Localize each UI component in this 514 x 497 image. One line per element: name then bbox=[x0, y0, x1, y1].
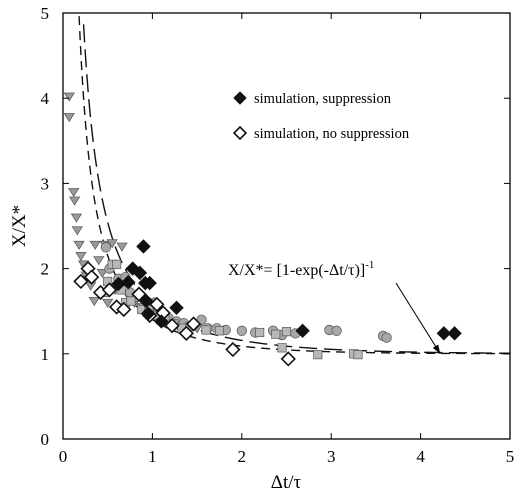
legend: simulation, suppression simulation, no s… bbox=[232, 91, 410, 142]
y-axis-title: X/X* bbox=[9, 205, 30, 247]
x-tick-label: 5 bbox=[506, 447, 514, 466]
formula-arrowhead bbox=[432, 344, 441, 354]
y-tick-label: 4 bbox=[41, 89, 50, 108]
x-tick-label: 4 bbox=[416, 447, 425, 466]
data-point-diamond-open bbox=[178, 325, 195, 341]
data-point-square bbox=[353, 350, 363, 360]
data-point-circle bbox=[236, 325, 247, 336]
data-point-diamond-filled bbox=[121, 275, 136, 290]
data-point-diamond-open bbox=[280, 351, 296, 367]
data-point-triangle-down bbox=[89, 240, 101, 250]
data-point-diamond-filled bbox=[436, 326, 452, 341]
plot-frame bbox=[62, 12, 511, 440]
data-point-diamond-open bbox=[185, 316, 202, 332]
data-point-diamond-filled bbox=[169, 300, 184, 315]
data-point-square bbox=[201, 325, 211, 335]
y-tick-label: 1 bbox=[41, 345, 50, 364]
data-point-diamond-filled bbox=[154, 314, 169, 329]
data-point-triangle-down bbox=[75, 251, 87, 261]
x-tick-label: 1 bbox=[148, 447, 157, 466]
legend-marker-suppression bbox=[233, 91, 247, 105]
data-point-circle bbox=[100, 242, 112, 253]
formula-text: X/X*= [1-exp(-Δt/τ)]-1 bbox=[228, 259, 374, 279]
data-point-square bbox=[214, 326, 224, 336]
x-tick-label: 0 bbox=[59, 447, 68, 466]
y-tick-label: 5 bbox=[41, 4, 50, 23]
data-point-circle bbox=[331, 325, 342, 336]
formula-exponent: -1 bbox=[365, 259, 374, 271]
data-point-square bbox=[255, 327, 265, 338]
data-point-triangle-down bbox=[63, 113, 75, 123]
axis-ticks: 0 1 2 3 4 5 0 1 2 3 4 5 bbox=[41, 4, 514, 466]
data-point-triangle-down bbox=[96, 269, 108, 279]
data-point-triangle-down bbox=[88, 297, 100, 307]
data-point-triangle-down bbox=[106, 239, 118, 249]
data-point-diamond-open bbox=[101, 282, 118, 298]
data-point-triangle-down bbox=[71, 226, 83, 236]
data-point-diamond-filled bbox=[140, 306, 156, 321]
data-point-diamond-open bbox=[83, 269, 100, 285]
legend-label-no-suppression: simulation, no suppression bbox=[254, 126, 410, 142]
data-point-square bbox=[271, 329, 281, 339]
x-axis-title: Δt/τ bbox=[271, 472, 302, 493]
data-point-triangle-down bbox=[63, 92, 75, 102]
x-tick-label: 2 bbox=[238, 447, 247, 466]
data-markers bbox=[63, 92, 462, 367]
x-tick-label: 3 bbox=[327, 447, 336, 466]
data-point-triangle-down bbox=[102, 298, 114, 308]
data-point-circle bbox=[381, 332, 392, 343]
data-point-triangle-down bbox=[68, 196, 81, 206]
data-point-square bbox=[313, 350, 323, 360]
data-point-square bbox=[112, 259, 122, 269]
data-point-square bbox=[126, 296, 136, 306]
data-point-diamond-filled bbox=[125, 261, 140, 276]
data-point-diamond-open bbox=[164, 318, 180, 334]
data-point-diamond-open bbox=[225, 341, 241, 358]
formula-main: X/X*= [1-exp(-Δt/τ)] bbox=[228, 262, 365, 279]
formula-arrow-line bbox=[395, 282, 441, 355]
legend-marker-no-suppression bbox=[232, 125, 248, 141]
formula-annotation: X/X*= [1-exp(-Δt/τ)]-1 bbox=[228, 259, 441, 355]
data-point-diamond-filled bbox=[142, 275, 157, 291]
y-tick-label: 2 bbox=[41, 260, 50, 279]
data-point-triangle-down bbox=[93, 256, 105, 266]
data-point-diamond-open bbox=[73, 273, 89, 290]
legend-label-suppression: simulation, suppression bbox=[254, 91, 392, 107]
data-point-diamond-open bbox=[149, 296, 165, 313]
data-point-square bbox=[277, 343, 287, 353]
data-point-diamond-open bbox=[131, 286, 147, 302]
data-point-triangle-down bbox=[116, 242, 128, 252]
data-point-square bbox=[281, 327, 292, 337]
data-point-diamond-filled bbox=[447, 326, 462, 341]
data-point-diamond-filled bbox=[136, 239, 151, 254]
data-point-diamond-open bbox=[116, 301, 132, 318]
data-point-triangle-down bbox=[73, 240, 85, 250]
data-point-diamond-filled bbox=[138, 293, 154, 309]
y-tick-label: 0 bbox=[41, 430, 50, 449]
data-point-triangle-down bbox=[68, 188, 80, 198]
data-point-triangle-down bbox=[70, 213, 83, 223]
data-point-diamond-filled bbox=[295, 323, 310, 339]
y-tick-label: 3 bbox=[41, 174, 50, 193]
